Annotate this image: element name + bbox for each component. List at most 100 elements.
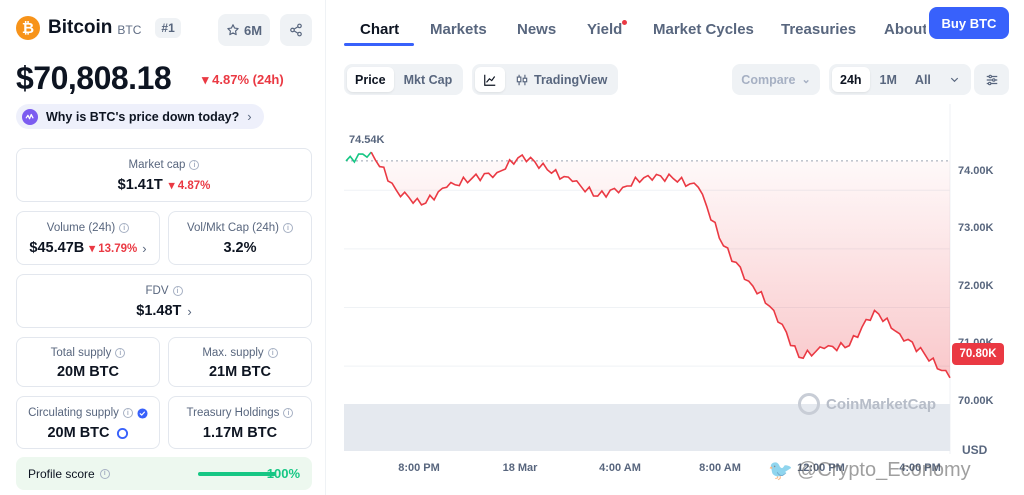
price-line-up (345, 151, 372, 164)
tab-treasuries[interactable]: Treasuries (781, 21, 857, 38)
rank-badge: #1 (155, 18, 181, 38)
max-supply-label: Max. supply (202, 347, 264, 359)
range-all[interactable]: All (914, 72, 931, 87)
info-icon[interactable]: i (189, 160, 200, 170)
profile-score-value: 100% (266, 466, 300, 481)
price-point (722, 245, 724, 247)
total-supply-label: Total supply (50, 347, 112, 359)
price-change-24h: ▾ 4.87% (24h) (202, 72, 284, 87)
info-icon[interactable]: i (267, 348, 278, 358)
chevron-right-icon: › (187, 303, 192, 319)
fdv-value: $1.48T (136, 303, 182, 319)
coin-header: ₿ Bitcoin BTC #1 (16, 16, 181, 40)
chevron-down-icon: ⌄ (801, 74, 811, 86)
supply-progress-ring-icon (116, 427, 128, 439)
price-point (848, 344, 850, 346)
volume-area (344, 404, 950, 451)
watchlist-button[interactable]: 6M (218, 14, 270, 46)
coin-name: Bitcoin (48, 17, 113, 38)
fdv-label: FDV (145, 285, 169, 297)
sliders-icon (986, 74, 997, 85)
line-chart-button[interactable] (475, 67, 505, 92)
price-point (445, 186, 447, 188)
price-chart[interactable] (342, 104, 1024, 495)
y-axis-unit: USD (962, 443, 988, 457)
info-icon[interactable]: i (283, 223, 294, 233)
chart-settings-button[interactable] (974, 64, 1009, 95)
price-point (647, 174, 649, 176)
info-icon[interactable]: i (119, 223, 130, 233)
x-tick-label: 12:00 PM (797, 462, 845, 474)
coinmarketcap-logo-icon (798, 393, 820, 415)
current-price-tag: 70.80K (952, 343, 1004, 365)
crypto-economy-watermark: 🐦 @Crypto_Economy (768, 459, 971, 482)
mkt-cap-toggle[interactable]: Mkt Cap (403, 72, 453, 87)
price-point (521, 154, 523, 156)
tab-market-cycles[interactable]: Market Cycles (653, 21, 754, 38)
price-point (823, 347, 825, 349)
x-tick-label: 4:00 PM (899, 462, 941, 474)
volume-value: $45.47B (29, 240, 85, 256)
tradingview-button[interactable]: TradingView (507, 67, 615, 92)
treasury-holdings-value: 1.17M BTC (202, 425, 278, 441)
range-24h[interactable]: 24h (832, 67, 870, 92)
price-toggle[interactable]: Price (347, 67, 394, 92)
verified-icon (137, 407, 148, 419)
price-point (571, 180, 573, 182)
info-icon[interactable]: i (99, 468, 110, 479)
price-point (924, 353, 926, 355)
circulating-supply-card: Circulating supply i 20M BTC (16, 396, 160, 449)
y-tick-label: 74.00K (958, 165, 994, 177)
why-price-down-text: Why is BTC's price down today? (46, 109, 240, 124)
max-supply-value: 21M BTC (208, 364, 272, 380)
range-1m[interactable]: 1M (879, 72, 897, 87)
price-point (697, 186, 699, 188)
fdv-card[interactable]: FDV i $1.48T › (16, 274, 312, 328)
price-area-fill (371, 152, 951, 378)
range-more-dropdown[interactable] (941, 67, 968, 92)
info-icon[interactable]: i (283, 408, 294, 418)
chevron-right-icon: › (142, 240, 147, 256)
tab-about[interactable]: About (884, 21, 926, 38)
y-tick-label: 72.00K (958, 280, 994, 292)
price-mktcap-toggle: Price Mkt Cap (344, 64, 464, 95)
price-point (873, 309, 875, 311)
time-range-selector: 24h 1M All (829, 64, 971, 95)
profile-score-bar: Profile score i 100% (16, 457, 312, 490)
profile-score-progress (198, 472, 276, 476)
chevron-down-icon (950, 77, 959, 83)
x-tick-label: 18 Mar (502, 462, 538, 474)
price-point (949, 377, 951, 379)
candlestick-icon (516, 74, 528, 85)
buy-btc-button[interactable]: Buy BTC (929, 7, 1009, 39)
share-button[interactable] (280, 14, 312, 46)
x-tick-label: 8:00 AM (699, 462, 741, 474)
y-tick-label: 73.00K (958, 222, 994, 234)
market-cap-change: ▾ 4.87% (168, 180, 211, 192)
info-icon[interactable]: i (115, 348, 126, 358)
coin-symbol: BTC (117, 22, 142, 37)
bitcoin-logo-icon: ₿ (16, 16, 40, 40)
price-point (773, 309, 775, 311)
volume-card[interactable]: Volume (24h) i $45.47B ▾ 13.79% › (16, 211, 160, 265)
volume-label: Volume (24h) (46, 222, 116, 234)
tab-yield[interactable]: Yield (587, 21, 623, 38)
tab-markets[interactable]: Markets (430, 21, 487, 38)
price-point (898, 333, 900, 335)
x-tick-label: 4:00 AM (599, 462, 641, 474)
vol-mkt-cap-card: Vol/Mkt Cap (24h) i 3.2% (168, 211, 312, 265)
tab-news[interactable]: News (517, 21, 557, 38)
price-point (672, 177, 674, 179)
section-tabs: Chart Markets News Yield Market Cycles T… (344, 0, 1024, 46)
price-point (496, 171, 498, 173)
info-icon[interactable]: i (122, 408, 133, 418)
profile-score-label: Profile score (28, 466, 95, 481)
price-point (345, 160, 347, 162)
tab-chart[interactable]: Chart (360, 21, 400, 38)
volume-change: ▾ 13.79% (89, 243, 138, 255)
treasury-holdings-card: Treasury Holdings i 1.17M BTC (168, 396, 312, 449)
info-icon[interactable]: i (172, 286, 183, 296)
max-supply-card: Max. supply i 21M BTC (168, 337, 312, 387)
compare-dropdown[interactable]: Compare ⌄ (732, 64, 820, 95)
why-price-down-link[interactable]: Why is BTC's price down today? › (16, 104, 264, 129)
